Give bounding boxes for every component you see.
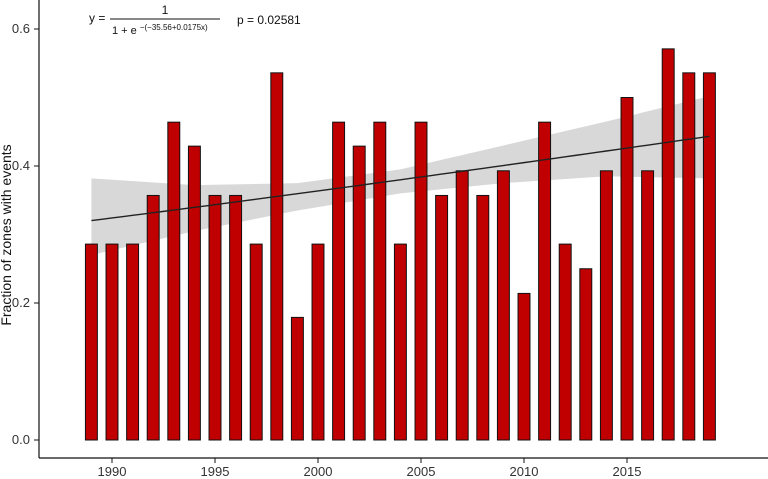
bar-1999: [290, 316, 304, 441]
bar-2019: [702, 72, 716, 441]
bar-1998: [270, 72, 284, 441]
bar-2005: [414, 121, 428, 441]
x-ticks: 1990 1995 2000 2005 2010 2015: [98, 458, 642, 479]
confidence-band-layer: [91, 96, 710, 256]
p-value: p = 0.02581: [237, 13, 301, 27]
bar-1996: [229, 194, 243, 441]
bar-2009: [496, 170, 510, 441]
bar-2018: [682, 72, 696, 441]
bar-1990: [105, 243, 119, 441]
bar-2000: [311, 243, 325, 441]
bar-2016: [641, 170, 655, 441]
bar-2004: [393, 243, 407, 441]
y-tick-label: 0.4: [12, 158, 30, 173]
bar-2011: [538, 121, 552, 441]
bar-2006: [435, 194, 449, 441]
x-tick-label: 2015: [613, 464, 642, 479]
fit-line-layer: [91, 135, 710, 222]
bar-2015: [620, 97, 634, 441]
x-tick-label: 2005: [407, 464, 436, 479]
x-tick-label: 1995: [201, 464, 230, 479]
x-tick-label: 2000: [304, 464, 333, 479]
bar-2002: [352, 145, 366, 441]
bar-1991: [126, 243, 140, 441]
bar-1997: [249, 243, 263, 441]
equation-exponent: −(−35.56+0.0175x): [140, 23, 208, 32]
equation-numerator: 1: [162, 3, 169, 17]
bar-2001: [332, 121, 346, 441]
bar-2012: [558, 243, 572, 441]
y-tick-label: 0.0: [12, 432, 30, 447]
bar-2017: [661, 48, 675, 441]
equation-denominator: 1 + e −(−35.56+0.0175x): [112, 23, 208, 37]
y-tick-label: 0.6: [12, 21, 30, 36]
confidence-band: [91, 96, 710, 256]
bar-layer: [84, 48, 716, 441]
bar-1994: [187, 145, 201, 441]
equation-denominator-base: 1 + e: [112, 25, 137, 37]
equation-annotation: y = 1 1 + e −(−35.56+0.0175x) p = 0.0258…: [89, 3, 301, 37]
bar-2013: [579, 268, 593, 441]
bar-2014: [599, 170, 613, 441]
y-tick-label: 0.2: [12, 295, 30, 310]
bar-2010: [517, 292, 531, 441]
bar-1989: [84, 243, 98, 441]
bar-1993: [167, 121, 181, 441]
bar-2003: [373, 121, 387, 441]
bar-1992: [146, 194, 160, 441]
x-tick-label: 2010: [510, 464, 539, 479]
bar-1995: [208, 194, 222, 441]
equation-y-label: y =: [89, 11, 105, 25]
y-ticks: 0.0 0.2 0.4 0.6: [12, 21, 39, 447]
x-tick-label: 1990: [98, 464, 127, 479]
bar-2008: [476, 194, 490, 441]
fit-line: [91, 135, 710, 222]
y-axis-title: Fraction of zones with events: [0, 144, 14, 325]
bar-2007: [455, 170, 469, 441]
